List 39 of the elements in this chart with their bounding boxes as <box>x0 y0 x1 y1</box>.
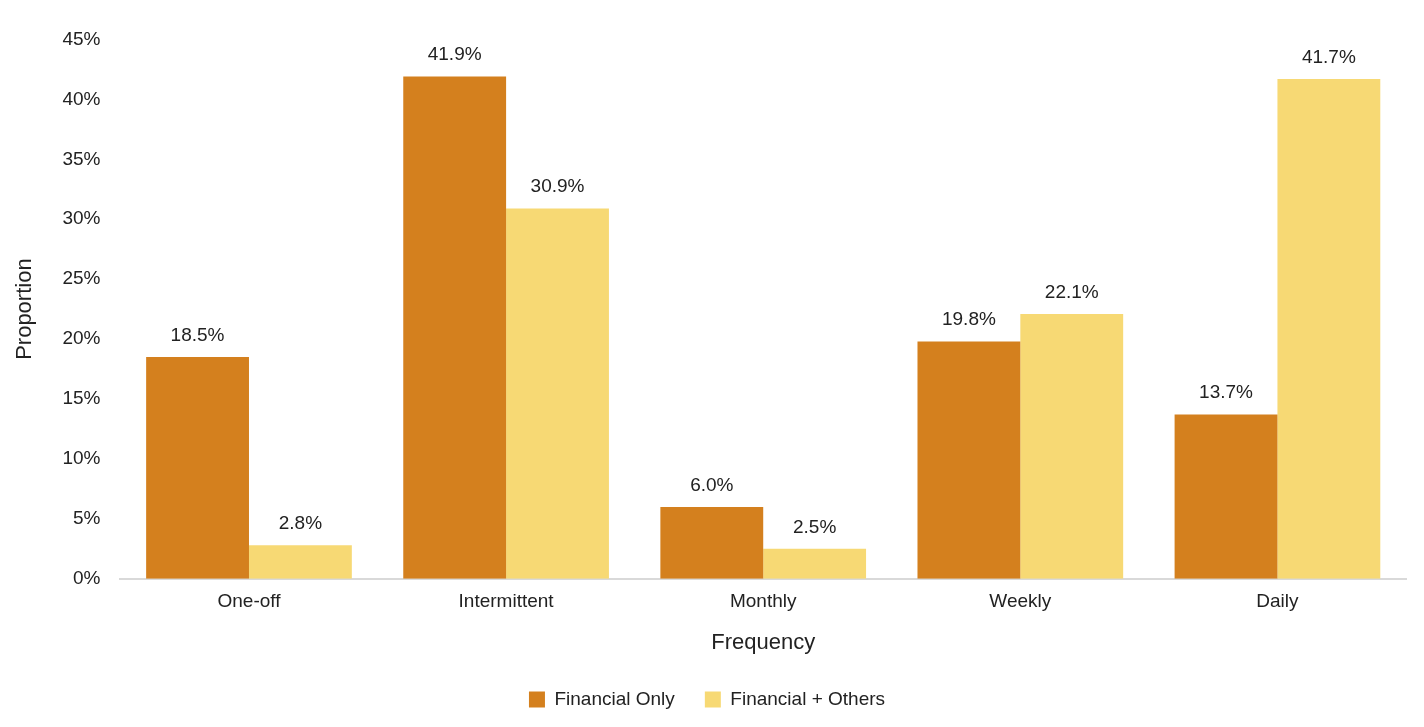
x-tick-label: Daily <box>1256 590 1300 612</box>
y-tick-label: 10% <box>62 447 101 469</box>
bar <box>506 208 609 579</box>
y-tick-label: 40% <box>62 87 101 109</box>
y-tick-label: 0% <box>72 567 101 589</box>
bar <box>1174 414 1278 579</box>
y-tick-label: 15% <box>62 387 101 409</box>
y-tick-label: 30% <box>62 207 101 229</box>
legend-label: Financial + Others <box>730 687 886 709</box>
bar <box>403 76 507 579</box>
bar <box>248 545 352 579</box>
data-label: 13.7% <box>1199 381 1254 403</box>
data-label: 2.5% <box>792 515 837 537</box>
legend-label: Financial Only <box>554 687 676 709</box>
bar <box>1020 313 1124 579</box>
y-tick-label: 20% <box>62 327 101 349</box>
x-tick-label: Intermittent <box>458 590 555 612</box>
data-label: 18.5% <box>170 323 225 345</box>
bar <box>146 357 249 579</box>
data-label: 22.1% <box>1044 280 1099 302</box>
bar <box>660 506 764 579</box>
y-tick-label: 45% <box>62 27 101 49</box>
x-axis-title: Frequency <box>711 628 816 654</box>
bar <box>917 341 1021 579</box>
data-label: 41.7% <box>1301 45 1356 67</box>
y-tick-label: 35% <box>62 147 101 169</box>
data-label: 19.8% <box>941 308 996 330</box>
data-label: 6.0% <box>690 473 734 495</box>
bar <box>763 548 867 579</box>
x-tick-label: Monthly <box>729 590 797 612</box>
y-tick-label: 25% <box>62 267 101 289</box>
y-tick-label: 5% <box>72 507 101 529</box>
data-label: 2.8% <box>278 511 323 533</box>
data-label: 30.9% <box>530 175 585 197</box>
y-axis-title: Proportion <box>11 258 37 360</box>
x-tick-label: One-off <box>217 590 282 612</box>
bar <box>1277 78 1381 579</box>
x-tick-label: Weekly <box>989 590 1052 612</box>
data-label: 41.9% <box>427 43 482 65</box>
